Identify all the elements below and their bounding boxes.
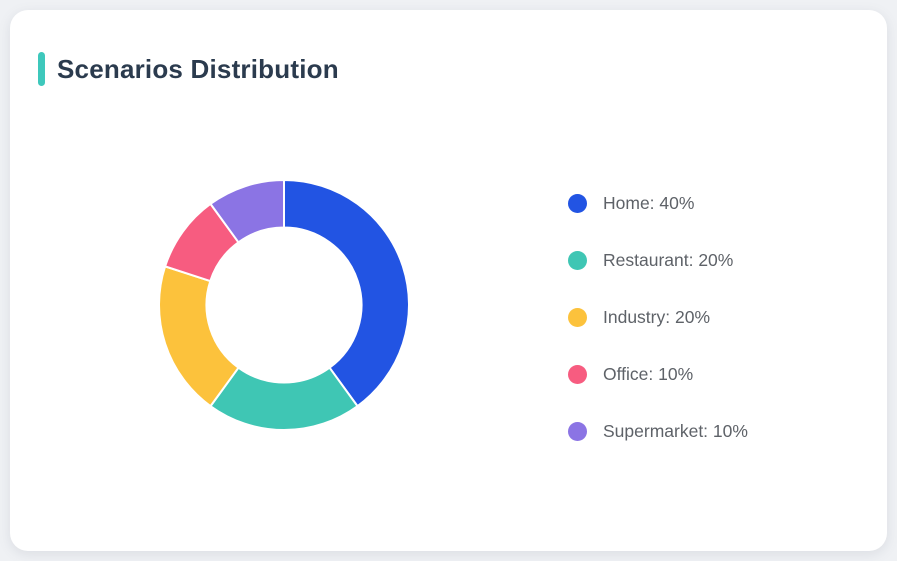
- legend-dot-industry: [568, 307, 587, 327]
- donut-slice-home[interactable]: [283, 179, 410, 408]
- legend-label: Office: 10%: [603, 363, 694, 384]
- legend-label: Supermarket: 10%: [603, 420, 748, 441]
- donut-slice-supermarket[interactable]: [209, 179, 285, 244]
- title-accent-bar: [38, 52, 45, 86]
- legend-dot-home: [568, 193, 587, 213]
- legend-label: Restaurant: 20%: [603, 249, 734, 270]
- legend-item-office[interactable]: Office: 10%: [568, 362, 748, 386]
- legend-item-home[interactable]: Home: 40%: [568, 191, 748, 215]
- legend-item-supermarket[interactable]: Supermarket: 10%: [568, 419, 748, 443]
- donut-chart: [154, 175, 414, 435]
- legend-item-restaurant[interactable]: Restaurant: 20%: [568, 248, 748, 272]
- page-title: Scenarios Distribution: [57, 53, 339, 84]
- legend-dot-restaurant: [568, 250, 587, 270]
- card-header: Scenarios Distribution: [38, 52, 339, 86]
- donut-slice-industry[interactable]: [158, 265, 240, 408]
- donut-chart-svg: [158, 179, 410, 431]
- legend-dot-supermarket: [568, 421, 587, 441]
- legend-dot-office: [568, 364, 587, 384]
- legend-item-industry[interactable]: Industry: 20%: [568, 305, 748, 329]
- legend-label: Industry: 20%: [603, 306, 710, 327]
- scenarios-distribution-card: Scenarios Distribution Home: 40% Restaura…: [10, 10, 887, 551]
- chart-legend: Home: 40% Restaurant: 20% Industry: 20% Off…: [568, 191, 748, 443]
- legend-label: Home: 40%: [603, 192, 695, 213]
